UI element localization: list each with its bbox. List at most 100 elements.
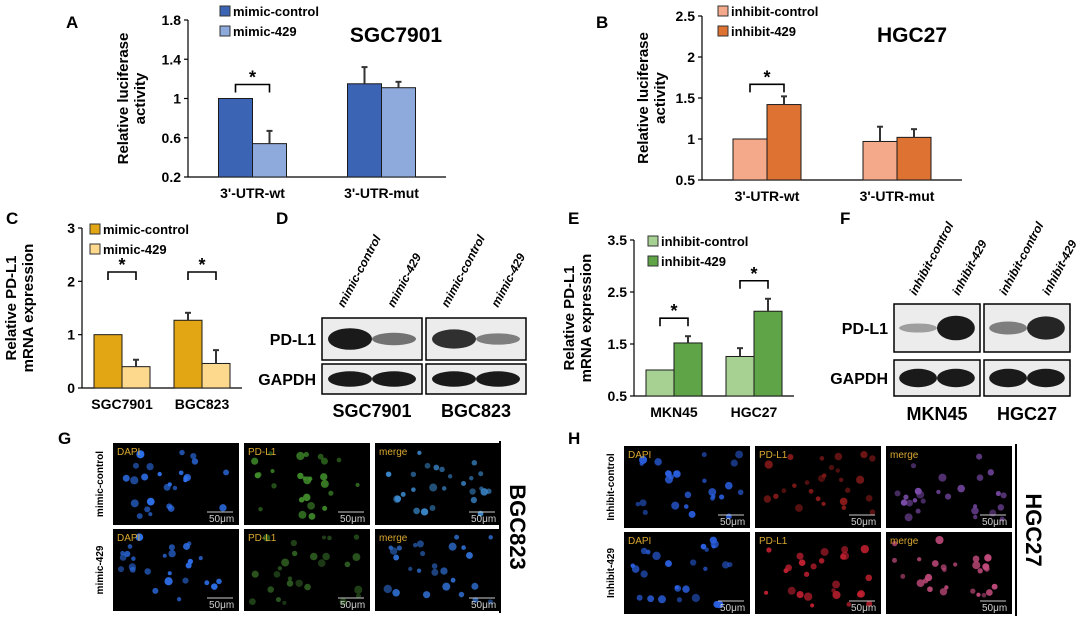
bar-mimic-control-3'-UTR-mut [347, 83, 382, 178]
scale-bar-label: 50μm [851, 603, 876, 614]
cell-dot [182, 577, 189, 584]
row-label: PD-L1 [842, 321, 888, 338]
cell-dot [423, 591, 431, 599]
y-tick-label: 2 [67, 273, 75, 289]
cell-dot [865, 574, 873, 582]
cell-dot [957, 484, 965, 493]
cell-dot [1000, 492, 1007, 499]
cell-dot [461, 480, 467, 486]
cell-dot [972, 555, 980, 563]
significance-star: * [750, 264, 757, 284]
channel-label: DAPI [117, 533, 140, 544]
cell-dot [130, 476, 139, 485]
cell-dot [737, 489, 744, 496]
cell-dot [392, 589, 400, 597]
cell-dot [997, 504, 1005, 511]
lane-label: mimic-control [438, 232, 488, 309]
cell-dot [303, 451, 309, 458]
cell-dot [450, 577, 456, 583]
cell-dot [912, 498, 918, 503]
cell-dot [684, 491, 692, 499]
cell-dot [841, 546, 849, 554]
row-label: PD-L1 [270, 332, 316, 349]
lane-label: inhibit-control [906, 219, 957, 297]
cell-dot [353, 534, 360, 540]
panel-label-e: E [568, 209, 579, 228]
cell-dot [838, 477, 844, 483]
channel-label: merge [890, 536, 919, 547]
cell-dot [472, 597, 479, 603]
cell-dot [470, 496, 478, 504]
row-label: Inhibit-429 [606, 548, 617, 598]
scale-bar-label: 50μm [720, 517, 745, 528]
cell-dot [840, 553, 847, 560]
y-tick-label: 1.5 [676, 90, 696, 106]
y-tick-label: 3 [67, 220, 75, 236]
cell-dot [635, 501, 641, 507]
legend-swatch [717, 25, 729, 37]
scale-bar-label: 50μm [340, 600, 365, 611]
cell-line-label: HGC27 [997, 404, 1057, 424]
panel-label-h: H [568, 429, 580, 448]
cell-dot [976, 474, 984, 482]
blot-band [937, 315, 975, 341]
y-axis-label: Relative luciferaseactivity [635, 32, 669, 164]
cell-dot [429, 483, 438, 492]
legend-swatch [647, 235, 659, 247]
cell-dot [144, 506, 151, 513]
panel-label-d: D [276, 209, 288, 228]
cell-dot [488, 535, 493, 540]
channel-label: DAPI [628, 450, 651, 461]
cell-dot [124, 550, 131, 558]
cell-dot [251, 570, 259, 578]
cell-dot [892, 540, 898, 547]
significance-star: * [198, 255, 205, 275]
cell-dot [869, 509, 876, 516]
cell-dot [162, 553, 167, 558]
cell-dot [412, 542, 418, 548]
cell-dot [719, 494, 725, 500]
cell-dot [668, 474, 674, 480]
panel-label-b: B [596, 13, 608, 32]
cell-dot [258, 506, 263, 512]
cell-dot [735, 450, 744, 459]
significance-bracket [187, 271, 217, 280]
cell-dot [860, 544, 869, 554]
cell-dot [927, 586, 933, 593]
chart-title: HGC27 [877, 24, 947, 47]
cell-dot [991, 583, 998, 590]
legend-entry: inhibit-429 [661, 254, 726, 269]
cell-dot [304, 583, 311, 591]
cell-dot [469, 488, 476, 495]
cell-dot [168, 544, 175, 551]
cell-dot [795, 504, 803, 512]
cell-dot [665, 560, 672, 568]
cell-dot [204, 580, 210, 586]
scale-bar-label: 50μm [209, 600, 234, 611]
cell-dot [640, 570, 648, 578]
cell-dot [251, 457, 259, 465]
y-axis-label-line: activity [652, 71, 669, 123]
channel-label: merge [379, 533, 408, 544]
cell-dot [787, 453, 794, 461]
cell-dot [211, 583, 218, 590]
cell-dot [810, 563, 817, 570]
cell-dot [995, 490, 1001, 497]
cell-dot [691, 593, 700, 603]
cell-dot [442, 582, 451, 591]
x-tick-label: HGC27 [731, 404, 778, 420]
significance-star: * [763, 67, 770, 87]
cell-dot [254, 472, 261, 479]
cell-dot [796, 552, 804, 560]
cell-dot [282, 600, 287, 605]
cell-dot [931, 560, 939, 567]
cell-dot [671, 501, 680, 510]
bar-inhibit-429-3'-UTR-mut [896, 136, 932, 181]
cell-dot [320, 457, 328, 465]
cell-dot [846, 602, 852, 607]
cell-dot [676, 597, 683, 603]
blot-band [372, 371, 416, 387]
cell-dot [763, 495, 772, 503]
cell-dot [297, 472, 304, 480]
cell-dot [642, 509, 648, 516]
